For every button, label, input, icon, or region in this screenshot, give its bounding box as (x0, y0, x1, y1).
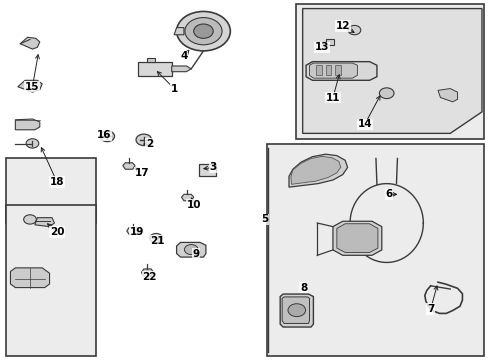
Text: 16: 16 (97, 130, 112, 140)
Polygon shape (333, 221, 382, 255)
Polygon shape (280, 294, 314, 327)
Circle shape (184, 244, 198, 255)
Polygon shape (326, 40, 334, 45)
Bar (296, 4, 485, 139)
Bar (5, 205, 96, 356)
Text: 9: 9 (193, 248, 200, 258)
Polygon shape (291, 156, 341, 184)
Polygon shape (181, 194, 194, 201)
Circle shape (176, 12, 230, 51)
Text: 10: 10 (187, 200, 201, 210)
Bar (5, 158, 96, 223)
Bar (267, 144, 485, 356)
Polygon shape (172, 66, 191, 72)
Text: 7: 7 (427, 304, 434, 314)
Polygon shape (142, 269, 154, 276)
Polygon shape (306, 62, 377, 80)
Text: 2: 2 (146, 139, 153, 149)
Polygon shape (15, 119, 40, 130)
Polygon shape (438, 89, 458, 102)
Circle shape (288, 304, 306, 317)
Polygon shape (20, 37, 40, 49)
Text: 12: 12 (336, 21, 350, 31)
Polygon shape (18, 80, 42, 92)
Polygon shape (127, 227, 139, 234)
Text: 18: 18 (49, 177, 64, 187)
Polygon shape (10, 268, 49, 288)
Polygon shape (316, 65, 322, 75)
Polygon shape (176, 242, 206, 257)
Polygon shape (147, 58, 155, 62)
Text: 11: 11 (326, 93, 340, 103)
Circle shape (194, 24, 213, 39)
Polygon shape (335, 65, 341, 75)
Text: 19: 19 (129, 227, 144, 237)
Circle shape (24, 215, 36, 224)
Circle shape (150, 233, 162, 243)
Polygon shape (289, 154, 347, 187)
Text: 8: 8 (300, 283, 307, 293)
Text: 21: 21 (150, 236, 164, 246)
Text: 20: 20 (49, 227, 64, 237)
Circle shape (379, 88, 394, 99)
Polygon shape (282, 297, 310, 323)
Polygon shape (326, 65, 331, 75)
Text: 13: 13 (315, 42, 329, 52)
Text: 5: 5 (261, 215, 268, 224)
Polygon shape (35, 218, 54, 226)
Text: 1: 1 (171, 84, 178, 94)
Polygon shape (303, 9, 482, 134)
Text: 6: 6 (386, 189, 393, 199)
Text: 14: 14 (357, 120, 372, 129)
Circle shape (136, 134, 152, 145)
Text: 3: 3 (210, 162, 217, 172)
Polygon shape (198, 164, 216, 176)
Text: 15: 15 (25, 82, 40, 92)
Circle shape (348, 26, 361, 35)
Polygon shape (138, 62, 172, 76)
Text: 4: 4 (180, 51, 188, 61)
Circle shape (100, 131, 115, 141)
Text: 17: 17 (135, 168, 150, 178)
Polygon shape (310, 63, 357, 78)
Polygon shape (337, 224, 378, 252)
Circle shape (185, 18, 222, 45)
Text: 22: 22 (143, 272, 157, 282)
Polygon shape (123, 163, 135, 169)
Circle shape (26, 139, 39, 148)
Polygon shape (174, 28, 184, 35)
